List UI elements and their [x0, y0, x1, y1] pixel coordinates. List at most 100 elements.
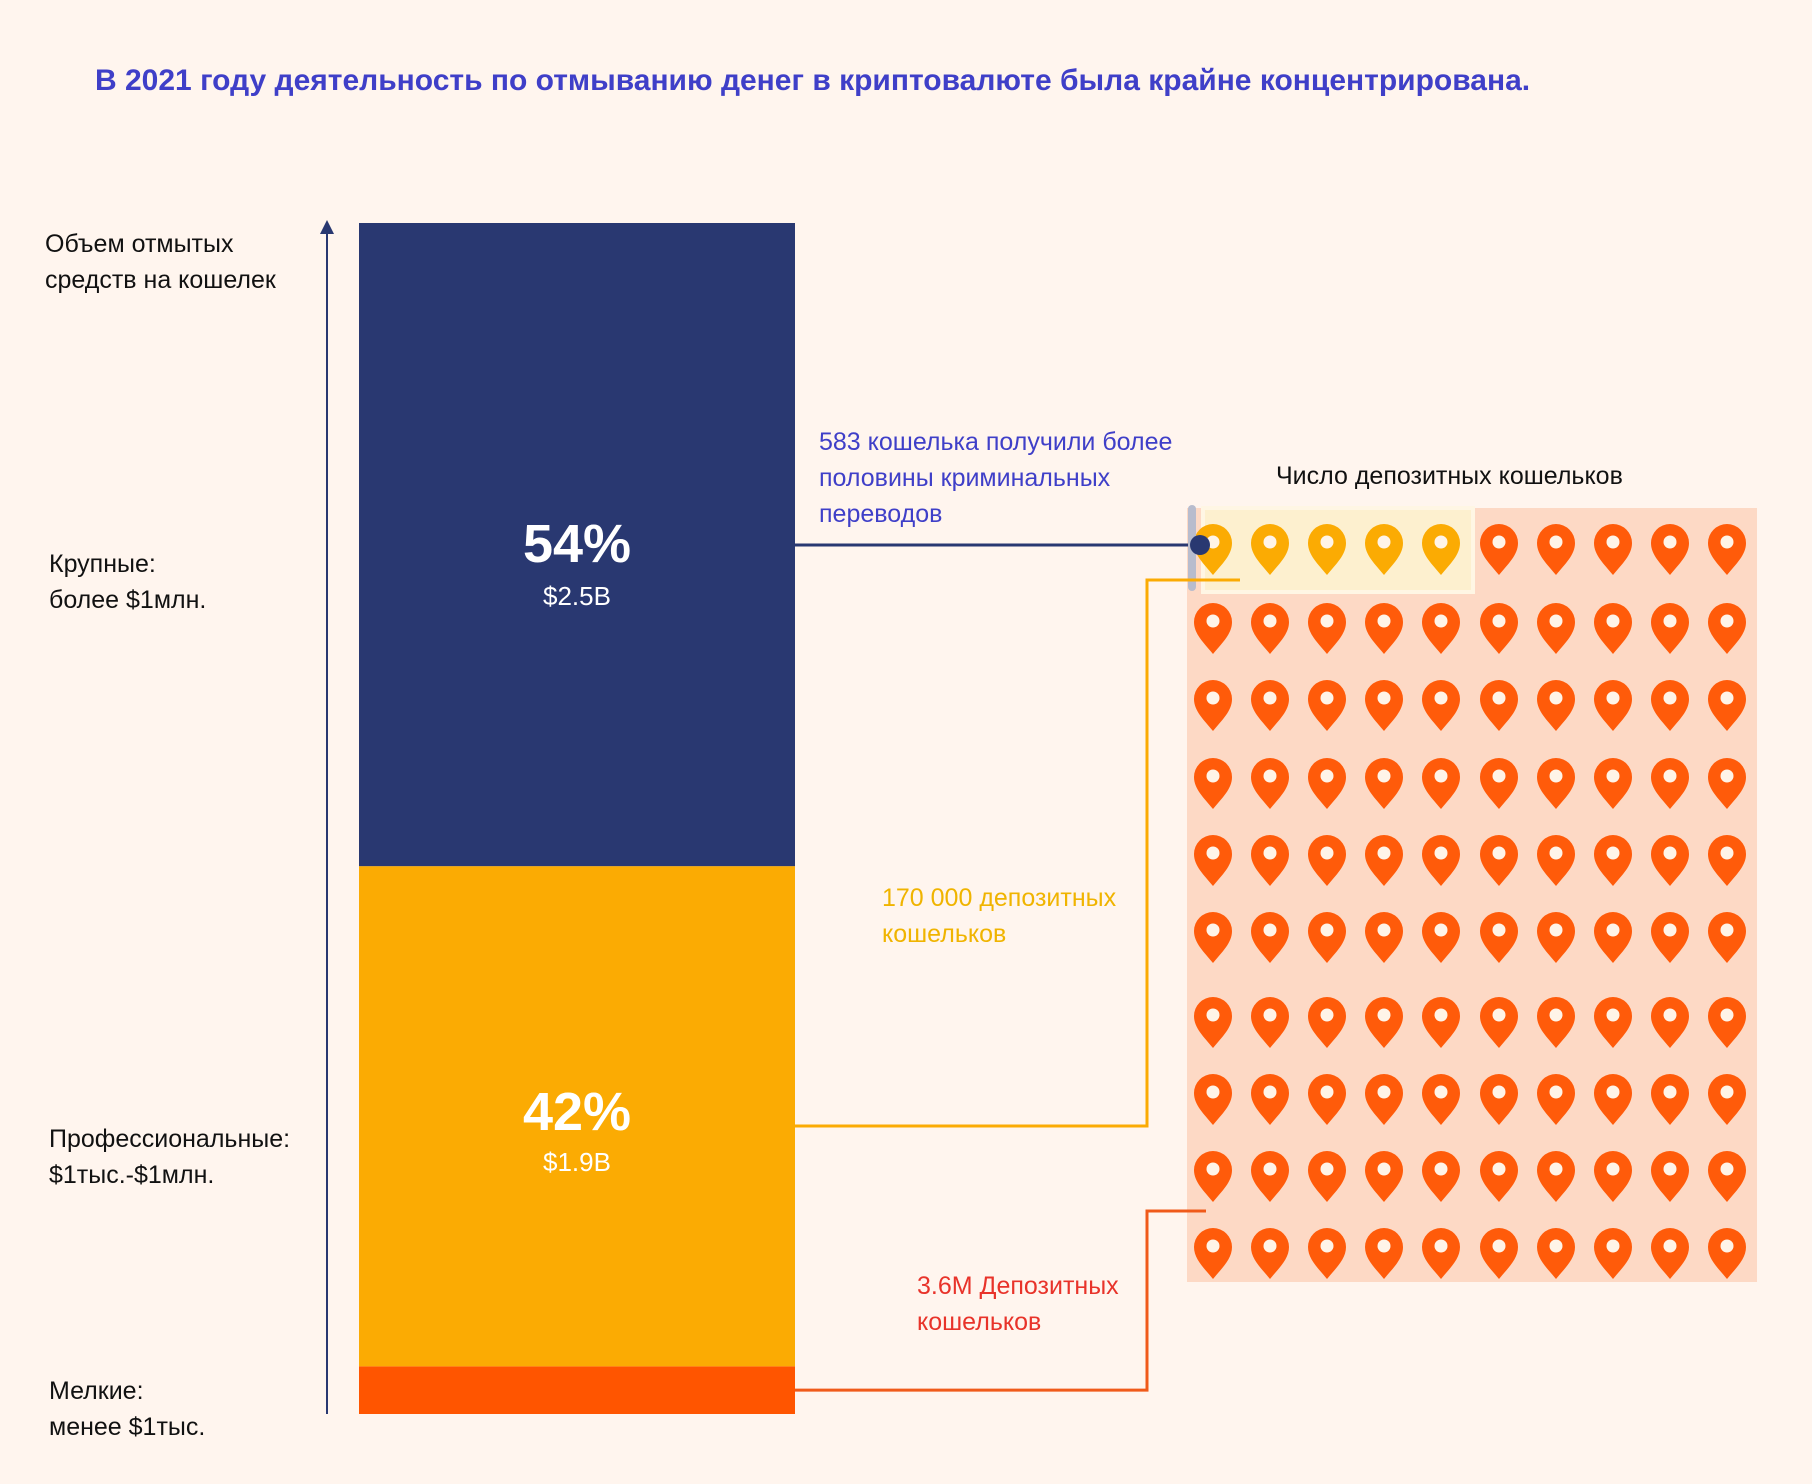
location-pin-icon: [1251, 1151, 1289, 1202]
annotation-large: 583 кошелька получили более половины кри…: [819, 424, 1172, 532]
location-pin-icon: [1480, 912, 1518, 963]
location-pin-icon: [1251, 1228, 1289, 1279]
location-pin-icon: [1251, 912, 1289, 963]
location-pin-icon: [1537, 1151, 1575, 1202]
location-pin-icon: [1365, 912, 1403, 963]
location-pin-icon: [1480, 997, 1518, 1048]
location-pin-icon: [1708, 1151, 1746, 1202]
location-pin-icon: [1308, 997, 1346, 1048]
location-pin-icon: [1537, 758, 1575, 809]
tier-label-small-line1: Мелкие:: [49, 1377, 144, 1405]
location-pin-icon: [1594, 524, 1632, 575]
location-pin-icon: [1651, 1151, 1689, 1202]
location-pin-icon: [1651, 1228, 1689, 1279]
location-pin-icon: [1594, 1228, 1632, 1279]
location-pin-icon: [1480, 524, 1518, 575]
location-pin-icon: [1651, 835, 1689, 886]
highlighted-location-pin-icon: [1308, 524, 1346, 575]
location-pin-icon: [1422, 1151, 1460, 1202]
location-pin-icon: [1422, 1228, 1460, 1279]
location-pin-icon: [1708, 997, 1746, 1048]
location-pin-icon: [1308, 1151, 1346, 1202]
y-axis-arrow-icon: [320, 220, 334, 234]
annotation-small: 3.6M Депозитных кошельков: [917, 1268, 1119, 1340]
location-pin-icon: [1422, 835, 1460, 886]
location-pin-icon: [1251, 1074, 1289, 1125]
location-pin-icon: [1651, 997, 1689, 1048]
tier-label-professional: Профессиональные: $1тыс.-$1млн.: [49, 1121, 290, 1193]
highlighted-location-pin-icon: [1365, 524, 1403, 575]
location-pin-icon: [1194, 835, 1232, 886]
location-pin-icon: [1308, 1074, 1346, 1125]
tier-label-professional-line1: Профессиональные:: [49, 1125, 291, 1153]
chart-title: В 2021 году деятельность по отмыванию де…: [95, 64, 1531, 97]
location-pin-icon: [1651, 758, 1689, 809]
location-pin-icon: [1251, 603, 1289, 654]
location-pin-icon: [1194, 603, 1232, 654]
location-pin-icon: [1708, 524, 1746, 575]
location-pin-icon: [1594, 835, 1632, 886]
location-pin-icon: [1251, 835, 1289, 886]
annotation-professional: 170 000 депозитных кошельков: [882, 880, 1116, 952]
y-axis-label-line2: средств на кошелек: [45, 266, 276, 294]
location-pin-icon: [1194, 680, 1232, 731]
y-axis-label: Объем отмытых средств на кошелек: [45, 226, 276, 298]
location-pin-icon: [1537, 1074, 1575, 1125]
location-pin-icon: [1708, 603, 1746, 654]
location-pin-icon: [1422, 603, 1460, 654]
location-pin-icon: [1708, 1228, 1746, 1279]
location-pin-icon: [1708, 912, 1746, 963]
location-pin-icon: [1194, 1228, 1232, 1279]
connector-professional: [795, 578, 1240, 1128]
location-pin-icon: [1194, 758, 1232, 809]
location-pin-icon: [1537, 603, 1575, 654]
location-pin-icon: [1651, 524, 1689, 575]
location-pin-icon: [1651, 1074, 1689, 1125]
location-pin-icon: [1365, 997, 1403, 1048]
location-pin-icon: [1308, 1228, 1346, 1279]
tier-label-professional-line2: $1тыс.-$1млн.: [49, 1161, 215, 1189]
location-pin-icon: [1480, 835, 1518, 886]
location-pin-icon: [1251, 997, 1289, 1048]
bar-segment-large: [359, 223, 795, 867]
location-pin-icon: [1422, 912, 1460, 963]
location-pin-icon: [1308, 912, 1346, 963]
location-pin-icon: [1594, 603, 1632, 654]
location-pin-icon: [1594, 1151, 1632, 1202]
bar-segment-professional: [359, 866, 795, 1367]
location-pin-icon: [1480, 1228, 1518, 1279]
location-pin-icon: [1480, 758, 1518, 809]
y-axis-label-line1: Объем отмытых: [45, 230, 234, 258]
location-pin-icon: [1537, 912, 1575, 963]
location-pin-icon: [1480, 603, 1518, 654]
tier-label-small: Мелкие: менее $1тыс.: [49, 1373, 205, 1445]
bar-label-large-percent: 54%: [522, 514, 632, 574]
annotation-professional-line1: 170 000 депозитных: [882, 884, 1117, 912]
location-pin-icon: [1537, 524, 1575, 575]
location-pin-icon: [1308, 758, 1346, 809]
location-pin-icon: [1537, 680, 1575, 731]
highlighted-location-pin-icon: [1422, 524, 1460, 575]
connector-large-dot: [1190, 535, 1210, 555]
location-pin-icon: [1480, 1151, 1518, 1202]
location-pin-icon: [1594, 1074, 1632, 1125]
location-pin-icon: [1308, 680, 1346, 731]
location-pin-icon: [1651, 912, 1689, 963]
location-pin-icon: [1594, 997, 1632, 1048]
bar-segment-small: [359, 1366, 795, 1414]
location-pin-icon: [1537, 1228, 1575, 1279]
location-pin-icon: [1251, 758, 1289, 809]
location-pin-icon: [1422, 680, 1460, 731]
highlighted-location-pin-icon: [1251, 524, 1289, 575]
location-pin-icon: [1308, 603, 1346, 654]
location-pin-icon: [1708, 758, 1746, 809]
location-pin-icon: [1594, 680, 1632, 731]
annotation-small-line1: 3.6M Депозитных: [917, 1272, 1119, 1300]
wallet-grid-title: Число депозитных кошельков: [1276, 462, 1623, 490]
location-pin-icon: [1651, 603, 1689, 654]
location-pin-icon: [1708, 1074, 1746, 1125]
location-pin-icon: [1365, 603, 1403, 654]
location-pin-icon: [1480, 680, 1518, 731]
location-pin-icon: [1422, 1074, 1460, 1125]
tier-label-large-line1: Крупные:: [49, 550, 156, 578]
